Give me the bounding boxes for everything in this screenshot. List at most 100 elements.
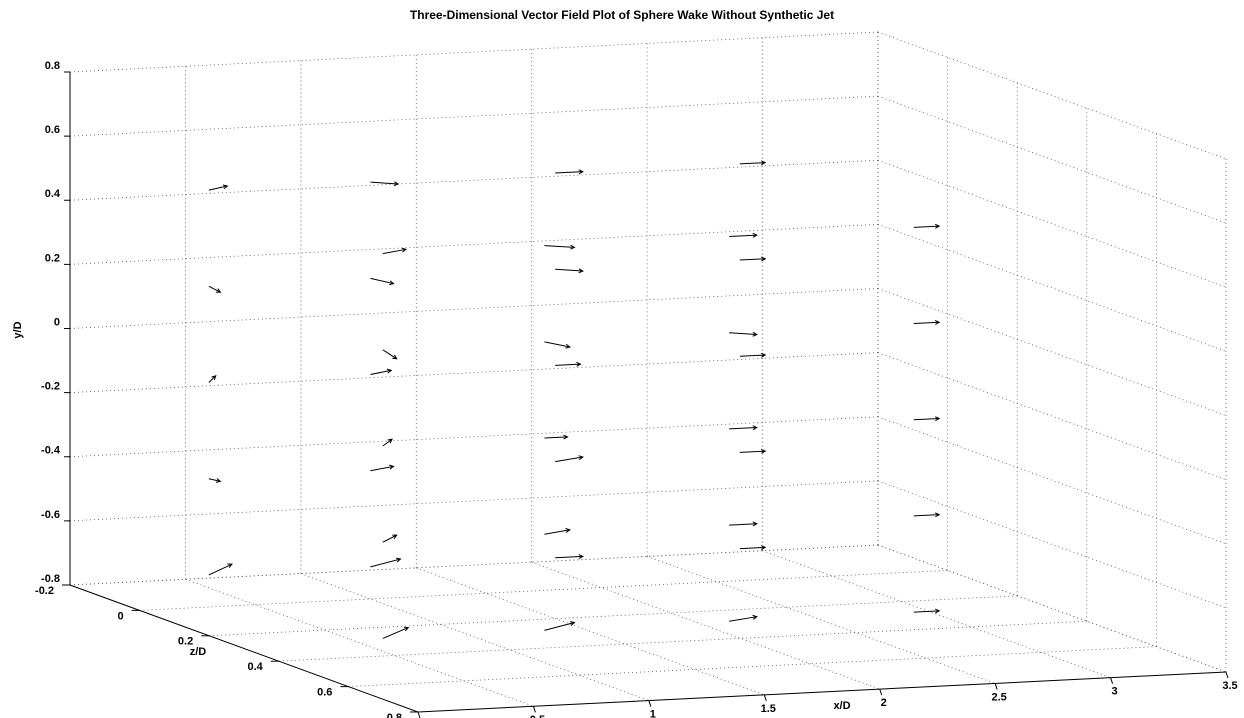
z-axis bbox=[69, 584, 419, 713]
vector-arrow bbox=[913, 512, 941, 518]
x-tick-label: 3.5 bbox=[1222, 680, 1237, 692]
vector-arrow bbox=[382, 349, 398, 360]
vector-arrow bbox=[208, 374, 217, 383]
grid-line bbox=[69, 352, 879, 394]
x-tick-label: 2 bbox=[881, 697, 887, 709]
grid-line bbox=[877, 352, 1227, 481]
vector-arrow bbox=[208, 184, 229, 191]
x-tick bbox=[994, 683, 998, 690]
grid-line bbox=[877, 480, 1227, 609]
vector-arrow bbox=[208, 478, 222, 483]
grid-line bbox=[877, 544, 1227, 673]
grid-line bbox=[416, 567, 765, 696]
grid-line bbox=[300, 573, 649, 701]
y-tick-label: 0.6 bbox=[45, 124, 60, 136]
grid-line bbox=[647, 556, 996, 684]
grid-line bbox=[139, 570, 948, 611]
x-tick bbox=[417, 711, 421, 718]
vector-arrow bbox=[555, 268, 584, 274]
z-tick-label: 0.6 bbox=[317, 687, 332, 699]
grid-line bbox=[69, 31, 879, 73]
vector-arrow bbox=[729, 614, 758, 622]
vector-arrow bbox=[382, 626, 410, 639]
z-tick-label: 0 bbox=[117, 610, 123, 622]
grid-line bbox=[185, 578, 534, 707]
vector-arrow bbox=[208, 563, 233, 576]
grid-line bbox=[69, 288, 879, 329]
vector-arrow bbox=[544, 528, 571, 535]
vector-arrow bbox=[729, 425, 758, 431]
vector-arrow bbox=[739, 448, 767, 454]
z-tick-label: 0.8 bbox=[387, 712, 402, 718]
vector-arrow bbox=[555, 169, 584, 175]
x-tick bbox=[648, 700, 652, 707]
grid-line bbox=[531, 561, 880, 690]
vector-arrow bbox=[382, 247, 408, 255]
grid-line bbox=[69, 416, 879, 458]
x-tick bbox=[1110, 677, 1114, 684]
grid-line bbox=[209, 595, 1018, 637]
vector-arrow bbox=[544, 341, 571, 349]
y-tick-label: -0.8 bbox=[41, 573, 60, 585]
x-tick-label: 0.5 bbox=[530, 714, 545, 718]
vector-arrow bbox=[913, 608, 941, 614]
vector-arrow bbox=[382, 534, 398, 543]
vector-arrow bbox=[208, 285, 222, 293]
y-axis-label: y/D bbox=[12, 321, 24, 338]
vector-arrow bbox=[544, 434, 569, 440]
x-tick-label: 3 bbox=[1112, 686, 1118, 698]
z-tick-label: 0.4 bbox=[248, 661, 264, 673]
vector-arrow bbox=[729, 331, 758, 337]
x-tick bbox=[763, 694, 767, 702]
chart-title: Three-Dimensional Vector Field Plot of S… bbox=[410, 8, 834, 22]
y-tick-label: -0.2 bbox=[41, 381, 60, 393]
vector-arrow bbox=[739, 256, 767, 262]
vector-arrow bbox=[555, 455, 584, 463]
vector-arrow bbox=[544, 244, 576, 250]
vector-arrow bbox=[382, 438, 393, 447]
grid-line bbox=[69, 544, 879, 586]
grid-line bbox=[348, 646, 1157, 687]
vector-arrow bbox=[370, 557, 402, 568]
x-axis bbox=[417, 671, 1227, 713]
vector-arrow bbox=[913, 320, 941, 325]
x-tick bbox=[879, 688, 883, 696]
z-axis-label: z/D bbox=[190, 646, 207, 658]
x-tick-label: 1.5 bbox=[761, 703, 776, 715]
grid-line bbox=[877, 95, 1227, 224]
x-tick-label: 2.5 bbox=[991, 691, 1006, 703]
vector-arrow bbox=[729, 232, 758, 238]
z-tick-label: 0.2 bbox=[178, 636, 193, 648]
vector-arrow bbox=[555, 361, 582, 367]
grid-line bbox=[877, 416, 1227, 545]
grid-line bbox=[877, 544, 1227, 673]
vector-arrow bbox=[370, 277, 395, 286]
y-tick-label: -0.6 bbox=[41, 509, 60, 521]
grid-line bbox=[877, 31, 1227, 160]
grid-line bbox=[69, 223, 879, 265]
grid-line bbox=[69, 159, 879, 201]
vector-arrow bbox=[370, 181, 400, 187]
vector-arrow bbox=[913, 223, 941, 229]
vector-arrow bbox=[555, 554, 584, 560]
y-tick-label: 0.4 bbox=[45, 188, 61, 200]
vector-arrow bbox=[370, 464, 395, 472]
grid-line bbox=[877, 223, 1227, 352]
y-tick-label: 0.2 bbox=[45, 252, 60, 264]
vector-arrow bbox=[739, 545, 767, 550]
z-tick-label: -0.2 bbox=[35, 585, 54, 597]
x-tick bbox=[1225, 671, 1229, 679]
y-tick-label: -0.4 bbox=[41, 445, 61, 457]
grid-line bbox=[877, 159, 1227, 288]
grid-line bbox=[877, 288, 1227, 416]
vector-arrow bbox=[729, 521, 758, 527]
x-tick bbox=[532, 706, 536, 713]
vector-arrow bbox=[913, 416, 941, 422]
vector-arrow bbox=[739, 352, 767, 358]
x-axis-label: x/D bbox=[833, 700, 850, 712]
y-tick-label: 0 bbox=[54, 316, 60, 328]
vector-arrow bbox=[544, 621, 576, 631]
grid-line bbox=[278, 620, 1087, 662]
vector-arrow bbox=[739, 160, 767, 166]
